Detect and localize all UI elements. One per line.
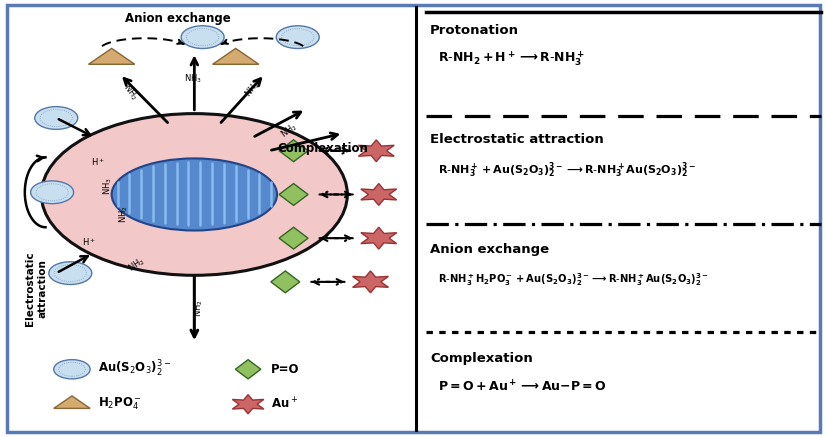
Polygon shape xyxy=(361,184,397,205)
Polygon shape xyxy=(358,140,394,162)
Text: NH$_3$: NH$_3$ xyxy=(101,177,114,194)
Text: NH$_2$: NH$_2$ xyxy=(117,205,131,223)
Text: Au$^+$: Au$^+$ xyxy=(271,396,299,412)
Text: $\bf{R\text{-}NH_3^+H_2PO_3^- + Au(S_2O_3)_2^{3-} \longrightarrow R\text{-}NH_3^: $\bf{R\text{-}NH_3^+H_2PO_3^- + Au(S_2O_… xyxy=(438,271,710,288)
Circle shape xyxy=(41,114,347,275)
Polygon shape xyxy=(236,360,261,379)
Text: NH$_3$: NH$_3$ xyxy=(184,73,202,85)
Text: Protonation: Protonation xyxy=(430,24,519,37)
Polygon shape xyxy=(279,140,308,162)
Polygon shape xyxy=(352,271,389,293)
Text: NH$_2$: NH$_2$ xyxy=(192,299,205,317)
Polygon shape xyxy=(88,49,135,64)
Text: NH$_2$: NH$_2$ xyxy=(242,79,262,101)
Polygon shape xyxy=(232,395,264,414)
Text: Electrostatic
attraction: Electrostatic attraction xyxy=(25,251,48,326)
Circle shape xyxy=(49,262,92,284)
Polygon shape xyxy=(270,271,299,293)
Text: $\bf{P{=}O + Au^+ \longrightarrow Au{-}P{=}O}$: $\bf{P{=}O + Au^+ \longrightarrow Au{-}P… xyxy=(438,379,607,395)
Polygon shape xyxy=(54,396,90,409)
Circle shape xyxy=(54,360,90,379)
Ellipse shape xyxy=(112,158,277,231)
Polygon shape xyxy=(279,227,308,249)
Text: H$^+$: H$^+$ xyxy=(91,156,104,167)
Text: Complexation: Complexation xyxy=(277,142,368,155)
Text: Anion exchange: Anion exchange xyxy=(125,12,231,25)
Text: Anion exchange: Anion exchange xyxy=(430,243,549,256)
Text: Au(S$_2$O$_3$)$_2^{3-}$: Au(S$_2$O$_3$)$_2^{3-}$ xyxy=(98,359,170,379)
Text: Complexation: Complexation xyxy=(430,352,533,365)
Text: Electrostatic attraction: Electrostatic attraction xyxy=(430,133,604,146)
Text: NH$_2$: NH$_2$ xyxy=(126,254,147,274)
Text: $\bf{R\text{-}NH_2 + H^+ \longrightarrow R\text{-}NH_3^+}$: $\bf{R\text{-}NH_2 + H^+ \longrightarrow… xyxy=(438,49,585,69)
Polygon shape xyxy=(213,49,259,64)
Text: NH$_2$: NH$_2$ xyxy=(120,81,140,103)
Text: P=O: P=O xyxy=(271,363,299,376)
Text: NH$_2$: NH$_2$ xyxy=(279,121,300,142)
Text: H$_2$PO$_4^-$: H$_2$PO$_4^-$ xyxy=(98,396,141,413)
Text: H$^+$: H$^+$ xyxy=(83,237,96,248)
Circle shape xyxy=(276,26,319,49)
Circle shape xyxy=(35,107,78,129)
Text: $\bf{R\text{-}NH_3^+ + Au(S_2O_3)_2^{3-} \longrightarrow R\text{-}NH_3^+Au(S_2O_: $\bf{R\text{-}NH_3^+ + Au(S_2O_3)_2^{3-}… xyxy=(438,161,696,180)
Circle shape xyxy=(181,26,224,49)
Circle shape xyxy=(31,181,74,204)
Polygon shape xyxy=(279,184,308,205)
Polygon shape xyxy=(361,227,397,249)
